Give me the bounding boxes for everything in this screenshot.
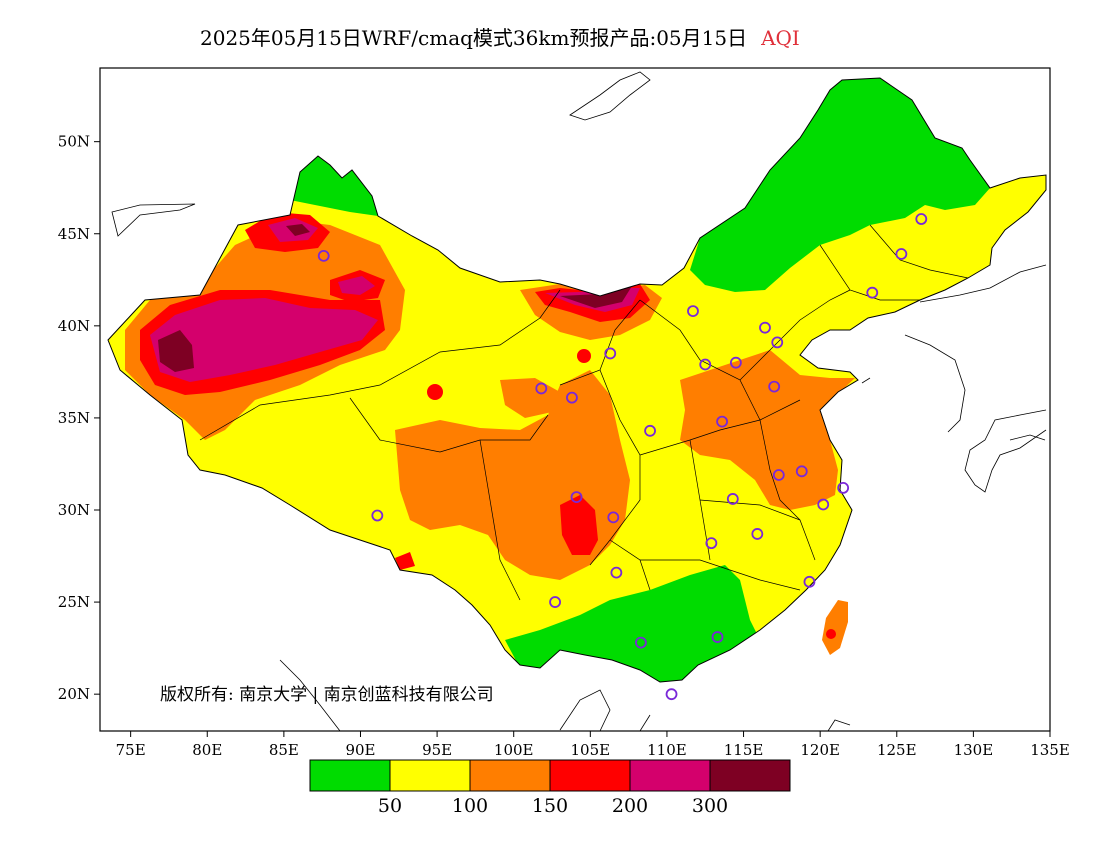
aqi-zone-qinghai <box>500 378 560 418</box>
city-marker <box>570 491 583 504</box>
aqi-zone-northeast <box>690 78 990 292</box>
aqi-zone-tarim-core <box>158 330 194 372</box>
city-marker <box>607 511 620 524</box>
city-marker <box>634 636 647 649</box>
y-axis: 50N 45N 40N 35N 30N 25N 20N <box>58 133 100 703</box>
aqi-zone-east <box>680 350 855 510</box>
y-tick-label: 50N <box>58 133 90 151</box>
x-tick-label: 130E <box>954 741 994 759</box>
city-marker <box>837 481 850 494</box>
y-tick-label: 20N <box>58 685 90 703</box>
taiwan-fill <box>822 600 848 655</box>
city-marker <box>566 391 578 404</box>
city-marker <box>729 356 742 369</box>
colorbar-label: 100 <box>451 795 489 817</box>
colorbar-label: 200 <box>611 795 649 817</box>
x-tick-label: 85E <box>269 741 299 759</box>
city-marker <box>726 493 739 505</box>
city-marker <box>711 631 724 643</box>
aqi-zone-turpan-inner <box>338 276 375 295</box>
copyright-text: 版权所有: 南京大学 | 南京创蓝科技有限公司 <box>160 685 494 705</box>
x-tick-label: 90E <box>345 741 375 759</box>
city-marker <box>866 286 879 299</box>
city-marker <box>771 336 784 349</box>
title-main: 2025年05月15日WRF/cmaq模式36km预报产品:05月15日 <box>200 26 748 50</box>
x-tick-label: 95E <box>422 741 452 759</box>
city-marker <box>699 358 712 371</box>
city-marker <box>803 575 816 588</box>
colorbar-label: 300 <box>691 795 729 817</box>
map-title: 2025年05月15日WRF/cmaq模式36km预报产品:05月15日 AQI <box>200 22 800 51</box>
city-marker <box>644 424 656 437</box>
x-tick-label: 105E <box>571 741 611 759</box>
aqi-zone-qaidam <box>427 384 443 400</box>
y-tick-label: 45N <box>58 225 90 243</box>
city-marker <box>716 415 728 428</box>
colorbar-label: 50 <box>377 795 403 817</box>
x-tick-label: 100E <box>494 741 534 759</box>
x-tick-label: 125E <box>877 741 917 759</box>
city-marker <box>817 498 830 511</box>
plot-frame <box>99 67 1051 732</box>
colorbar-swatch <box>709 759 791 792</box>
aqi-zone-tarim-inner <box>150 298 378 382</box>
city-marker <box>610 566 623 579</box>
colorbar-swatch <box>309 759 391 792</box>
x-tick-label: 80E <box>192 741 222 759</box>
aqi-zone-sichuan <box>560 495 598 555</box>
colorbar-label: 150 <box>531 795 569 817</box>
city-marker <box>795 465 808 478</box>
x-axis: 75E 80E 85E 90E 95E 100E 105E 110E 115E 120E 125E 1… <box>116 731 1070 759</box>
colorbar-swatch <box>389 759 471 792</box>
city-marker <box>317 249 330 262</box>
colorbar-swatch <box>469 759 551 792</box>
aqi-zone-south <box>505 565 760 682</box>
colorbar-swatch <box>549 759 631 792</box>
aqi-zone-ningxia <box>577 349 591 363</box>
x-tick-label: 115E <box>724 741 764 759</box>
city-marker <box>705 537 718 550</box>
colorbar <box>309 759 791 792</box>
aqi-zone-junggar-core <box>286 224 310 236</box>
city-marker <box>371 509 384 522</box>
city-marker <box>768 380 781 393</box>
city-marker <box>915 213 928 225</box>
city-marker <box>772 469 785 481</box>
x-tick-label: 75E <box>116 741 146 759</box>
city-marker <box>549 596 561 608</box>
aqi-zone-tibet-south <box>395 552 415 570</box>
y-tick-label: 30N <box>58 501 90 519</box>
aqi-zone-altai <box>290 156 378 216</box>
city-marker <box>665 688 678 701</box>
city-marker <box>895 248 908 260</box>
taiwan-hotspot <box>826 629 836 639</box>
china-border <box>107 77 1047 683</box>
city-marker <box>751 528 764 540</box>
coastlines <box>111 71 1047 731</box>
city-marker <box>687 305 699 318</box>
city-marker <box>604 347 617 360</box>
x-tick-label: 120E <box>800 741 840 759</box>
x-tick-label: 110E <box>647 741 687 759</box>
x-tick-label: 135E <box>1030 741 1070 759</box>
city-marker <box>535 382 548 395</box>
colorbar-swatch <box>629 759 711 792</box>
city-markers <box>317 213 928 701</box>
y-tick-label: 25N <box>58 593 90 611</box>
y-tick-label: 35N <box>58 409 90 427</box>
y-tick-label: 40N <box>58 317 90 335</box>
title-variable: AQI <box>761 26 800 50</box>
city-marker <box>759 321 771 334</box>
